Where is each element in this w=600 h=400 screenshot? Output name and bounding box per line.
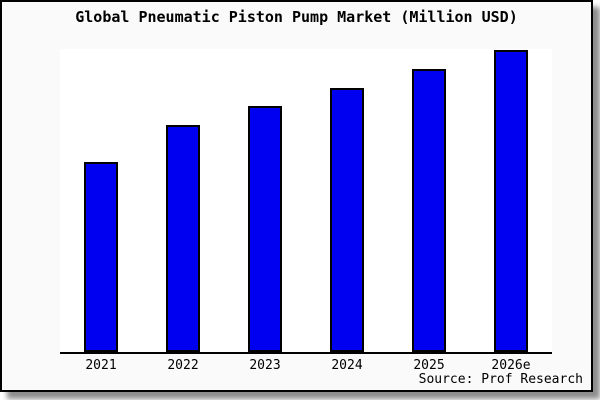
source-credit: Source: Prof Research <box>418 372 583 387</box>
x-tick-label-2022: 2022 <box>167 358 199 373</box>
plot-area <box>60 49 552 354</box>
bar-2025 <box>412 69 446 352</box>
bar-2021 <box>84 162 118 352</box>
x-tick-label-2026e: 2026e <box>491 358 531 373</box>
bar-2022 <box>166 125 200 352</box>
bar-2024 <box>330 88 364 352</box>
chart-title: Global Pneumatic Piston Pump Market (Mil… <box>75 8 518 26</box>
x-tick-label-2023: 2023 <box>249 358 281 373</box>
x-tick-label-2025: 2025 <box>413 358 445 373</box>
bar-2026e <box>494 50 528 352</box>
chart-panel: Global Pneumatic Piston Pump Market (Mil… <box>0 0 593 392</box>
bar-2023 <box>248 106 282 352</box>
x-tick-label-2024: 2024 <box>331 358 363 373</box>
x-tick-label-2021: 2021 <box>85 358 117 373</box>
